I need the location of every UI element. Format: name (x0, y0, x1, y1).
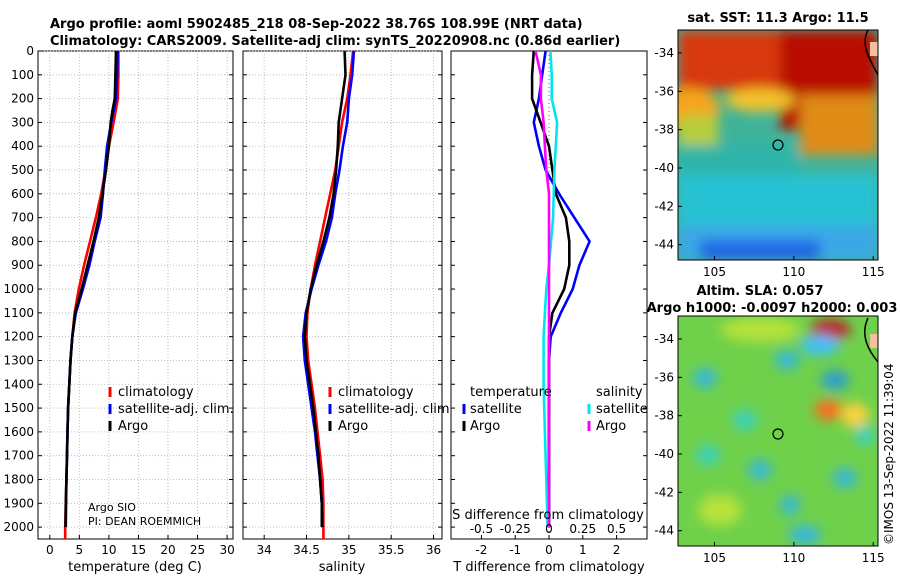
legend-satellite-label: satellite-adj. clim. (118, 402, 234, 417)
lon-tick-label: 110 (782, 265, 805, 279)
depth-tick-label: 1000 (3, 282, 34, 296)
sla-map: Altim. SLA: 0.057 Argo h1000: -0.0097 h2… (647, 284, 898, 565)
lat-tick-label: -40 (654, 447, 674, 461)
depth-tick-label: 100 (11, 68, 34, 82)
lat-tick-label: -42 (654, 485, 674, 499)
temperature-xlabel: temperature (deg C) (68, 560, 202, 575)
x-tick-label: 0 (46, 543, 54, 557)
s-diff-tick-label: 0.25 (569, 522, 596, 536)
legend-argo-label: Argo (118, 419, 148, 434)
depth-tick-label: 1200 (3, 330, 34, 344)
x-tick-label: 10 (101, 543, 116, 557)
legend-climatology-label: climatology (338, 385, 414, 400)
lon-tick-label: 115 (862, 551, 885, 565)
x-tick-label: 5 (76, 543, 84, 557)
x-tick-label: 20 (160, 543, 175, 557)
x-tick-label: 30 (219, 543, 234, 557)
depth-tick-label: 300 (11, 115, 34, 129)
imos-watermark: ©IMOS 13-Sep-2022 11:39:04 (882, 363, 896, 545)
x-tick-label: 35.5 (378, 543, 405, 557)
credit-line2: PI: DEAN ROEMMICH (88, 515, 201, 528)
figure-title-line2: Climatology: CARS2009. Satellite-adj cli… (50, 34, 620, 49)
s-diff-tick-label: 0 (545, 522, 553, 536)
difference-legend: temperature satellite Argo salinity sate… (462, 385, 648, 434)
temperature-legend: climatology satellite-adj. clim. Argo (108, 385, 234, 434)
depth-tick-label: 1700 (3, 449, 34, 463)
sla-argo-position-marker (772, 428, 784, 440)
series-line-argo (303, 51, 347, 528)
x-tick-label: 25 (190, 543, 205, 557)
series-line-argo-s (534, 51, 551, 528)
depth-tick-label: 400 (11, 139, 34, 153)
lon-tick-label: 115 (862, 265, 885, 279)
sdiff-label: S difference from climatology (452, 508, 644, 523)
sla-map-title-line2: Argo h1000: -0.0097 h2000: 0.003 (647, 301, 898, 316)
legend-satellite-label: satellite-adj. clim. (338, 402, 454, 417)
depth-tick-label: 800 (11, 234, 34, 248)
sst-map-title: sat. SST: 11.3 Argo: 11.5 (687, 11, 868, 26)
depth-tick-label: 900 (11, 258, 34, 272)
legend-satellite-s-label: satellite (596, 402, 648, 417)
lat-tick-label: -34 (654, 332, 674, 346)
temperature-panel: 0 5 10 15 20 25 300100200300400500600700800900… (3, 44, 234, 575)
figure-title-line1: Argo profile: aoml 5902485_218 08-Sep-20… (50, 17, 583, 32)
depth-tick-label: 1600 (3, 425, 34, 439)
x-tick-label: 34.5 (293, 543, 320, 557)
s-diff-tick-label: -0.5 (470, 522, 493, 536)
lat-tick-label: -36 (654, 370, 674, 384)
series-line-argo (64, 51, 118, 528)
sst-argo-position-marker (772, 139, 784, 151)
sst-map: sat. SST: 11.3 Argo: 11.5 105 110 115 -34 -3… (654, 11, 884, 279)
depth-tick-label: 1800 (3, 472, 34, 486)
x-tick-label: 0 (545, 543, 553, 557)
depth-tick-label: 2000 (3, 520, 34, 534)
depth-tick-label: 500 (11, 163, 34, 177)
depth-tick-label: 1400 (3, 377, 34, 391)
lat-tick-label: -34 (654, 46, 674, 60)
lon-tick-label: 110 (782, 551, 805, 565)
x-tick-label: -1 (509, 543, 521, 557)
lat-tick-label: -42 (654, 199, 674, 213)
depth-tick-label: 200 (11, 92, 34, 106)
x-tick-label: 1 (579, 543, 587, 557)
legend-argo-s-label: Argo (596, 419, 626, 434)
salinity-panel: 34 34.5 35 35.5 36 salinity climatology sate… (242, 50, 454, 575)
depth-tick-label: 1500 (3, 401, 34, 415)
x-tick-label: 34 (257, 543, 272, 557)
lat-tick-label: -44 (654, 238, 674, 252)
x-tick-label: -2 (475, 543, 487, 557)
legend-temperature-heading: temperature (470, 385, 552, 400)
lat-tick-label: -44 (654, 524, 674, 538)
s-diff-tick-label: -0.25 (500, 522, 531, 536)
depth-tick-label: 1100 (3, 306, 34, 320)
lat-tick-label: -40 (654, 161, 674, 175)
credit-line1: Argo SIO (88, 501, 136, 514)
lon-tick-label: 105 (703, 551, 726, 565)
x-tick-label: 36 (426, 543, 441, 557)
salinity-xlabel: salinity (319, 560, 366, 575)
x-tick-label: 35 (341, 543, 356, 557)
depth-tick-label: 1300 (3, 353, 34, 367)
lon-tick-label: 105 (703, 265, 726, 279)
legend-satellite-t-label: satellite (470, 402, 522, 417)
depth-tick-label: 1900 (3, 496, 34, 510)
lat-tick-label: -36 (654, 84, 674, 98)
x-tick-label: 15 (131, 543, 146, 557)
lat-tick-label: -38 (654, 123, 674, 137)
legend-argo-label: Argo (338, 419, 368, 434)
depth-tick-label: 700 (11, 211, 34, 225)
s-diff-tick-label: 0.5 (607, 522, 626, 536)
tdiff-xlabel: T difference from climatology (452, 560, 645, 575)
lat-tick-label: -38 (654, 409, 674, 423)
depth-tick-label: 600 (11, 187, 34, 201)
difference-panel: -2 -1 0 1 2 -0.5 -0.25 0 0.25 0.5 S difference fr… (450, 50, 648, 575)
legend-salinity-heading: salinity (596, 385, 643, 400)
sla-map-title-line1: Altim. SLA: 0.057 (697, 284, 824, 299)
salinity-legend: climatology satellite-adj. clim. Argo (328, 385, 454, 434)
x-tick-label: 2 (613, 543, 621, 557)
legend-climatology-label: climatology (118, 385, 194, 400)
legend-argo-t-label: Argo (470, 419, 500, 434)
depth-tick-label: 0 (26, 44, 34, 58)
